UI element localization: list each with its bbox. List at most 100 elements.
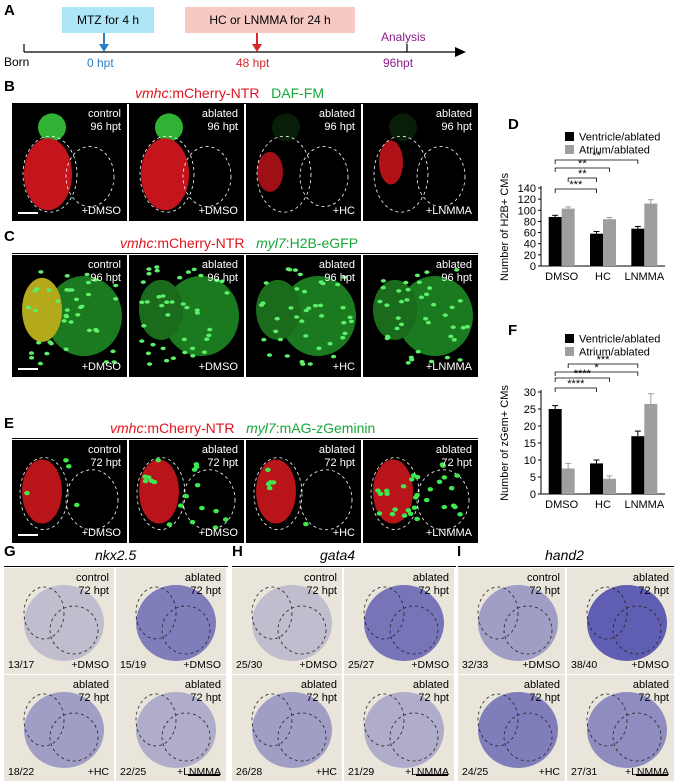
panel-e-rule — [12, 438, 478, 439]
micrograph — [18, 113, 115, 214]
mtz-treatment-box: MTZ for 4 h — [62, 7, 154, 33]
image-condition: ablated 96 hpt — [201, 259, 238, 284]
panel-b-image-2: ablated 96 hpt +DMSO — [129, 104, 244, 221]
ish-ratio: 24/25 — [462, 766, 489, 778]
significance-label: ** — [578, 168, 587, 180]
image-condition: ablated 96 hpt — [435, 259, 472, 284]
panel-h-ish-1: control 72 hpt 25/30 +DMSO — [232, 568, 342, 674]
ish-image — [251, 692, 332, 768]
ish-ratio: 27/31 — [571, 766, 598, 778]
drug-treatment-box: HC or LNMMA for 24 h — [185, 7, 355, 33]
ish-condition: ablated 72 hpt — [632, 679, 669, 704]
panel-i-ish-2: ablated 72 hpt 38/40 +DMSO — [567, 568, 674, 674]
ish-image — [586, 585, 667, 661]
image-treatment: +DMSO — [81, 205, 121, 217]
image-treatment: +LNMMA — [425, 205, 472, 217]
panel-h-rule — [232, 566, 456, 567]
significance-label: **** — [574, 368, 592, 380]
y-tick-label: 20 — [524, 421, 536, 433]
time-0-hpt: 0 hpt — [87, 56, 114, 70]
image-condition: ablated 72 hpt — [435, 444, 472, 469]
significance-label: ** — [592, 150, 601, 162]
y-axis-label: Number of H2B+ CMs — [499, 173, 511, 281]
micrograph — [256, 267, 356, 366]
panel-c-header: vmhc:mCherry-NTR myl7:H2B-eGFP — [120, 235, 359, 251]
significance-bracket — [554, 371, 639, 376]
ish-image — [477, 585, 558, 661]
panel-g-ish-1: control 72 hpt 13/17 +DMSO — [4, 568, 114, 674]
analysis-label: Analysis — [381, 30, 426, 44]
panel-label-h: H — [232, 543, 243, 560]
image-condition: ablated 96 hpt — [318, 259, 355, 284]
ish-image — [363, 692, 448, 776]
legend-label: Atrium/ablated — [579, 347, 650, 359]
y-tick-label: 20 — [524, 250, 536, 262]
ish-image — [135, 692, 220, 776]
ish-condition: ablated 72 hpt — [184, 572, 221, 597]
y-axis-label: Number of zGem+ CMs — [499, 385, 511, 501]
bar-hc-0 — [590, 233, 603, 266]
panel-i-ish-1: control 72 hpt 32/33 +DMSO — [458, 568, 565, 674]
ish-treatment: +HC — [315, 766, 337, 778]
ish-image — [477, 692, 558, 768]
panel-label-f: F — [508, 322, 518, 339]
image-condition: ablated 96 hpt — [201, 108, 238, 133]
x-tick-label: DMSO — [545, 499, 578, 511]
panel-label-d: D — [508, 116, 519, 133]
bar-hc-1 — [603, 478, 616, 494]
bar-dmso-0 — [548, 409, 562, 494]
micrograph — [373, 113, 466, 213]
bar-lnmma-1 — [644, 203, 658, 266]
micrograph — [253, 457, 353, 531]
bar-dmso-0 — [548, 216, 562, 266]
ish-image — [135, 585, 216, 661]
image-condition: ablated 72 hpt — [201, 444, 238, 469]
micrograph — [18, 270, 122, 370]
significance-bracket — [554, 377, 610, 382]
time-96-hpt: 96hpt — [383, 56, 414, 70]
x-tick-label: HC — [595, 499, 611, 511]
y-tick-label: 100 — [518, 205, 536, 217]
panel-g-ish-3: ablated 72 hpt 18/22 +HC — [4, 675, 114, 781]
ish-condition: control 72 hpt — [75, 572, 109, 597]
panel-b-image-1: control 96 hpt +DMSO — [12, 104, 127, 221]
panel-h-ish-4: ablated 72 hpt 21/29 +LNMMA — [344, 675, 454, 781]
ish-treatment: +HC — [87, 766, 109, 778]
x-tick-label: DMSO — [545, 271, 578, 283]
born-label: Born — [4, 55, 30, 69]
bar-dmso-1 — [561, 208, 575, 266]
ish-ratio: 26/28 — [236, 766, 263, 778]
panel-label-b: B — [4, 78, 15, 95]
ish-treatment: +DMSO — [411, 659, 449, 671]
image-treatment: +DMSO — [81, 361, 121, 373]
micrograph — [370, 457, 470, 531]
image-condition: control 96 hpt — [87, 259, 121, 284]
panel-i-gene: hand2 — [545, 547, 584, 563]
ish-ratio: 22/25 — [120, 766, 147, 778]
ish-ratio: 32/33 — [462, 659, 489, 671]
panel-g-gene: nkx2.5 — [95, 547, 137, 563]
legend-label: Ventricle/ablated — [579, 334, 660, 346]
bar-hc-0 — [590, 463, 603, 494]
panel-c-image-4: ablated 96 hpt +LNMMA — [363, 255, 478, 377]
panel-label-a: A — [4, 2, 15, 19]
bar-hc-1 — [603, 219, 616, 266]
image-treatment: +LNMMA — [425, 527, 472, 539]
image-condition: ablated 96 hpt — [435, 108, 472, 133]
significance-bracket — [554, 159, 639, 164]
bar-dmso-1 — [561, 468, 575, 494]
significance-bracket — [567, 363, 639, 368]
micrograph — [139, 265, 239, 366]
ish-image — [586, 692, 668, 776]
panel-h-gene: gata4 — [320, 547, 356, 563]
panel-b-image-3: ablated 96 hpt +HC — [246, 104, 361, 221]
ish-condition: ablated 72 hpt — [632, 572, 669, 597]
bar-lnmma-0 — [631, 436, 645, 494]
ish-treatment: +LNMMA — [404, 766, 449, 778]
ish-treatment: +LNMMA — [176, 766, 221, 778]
panel-e-image-1: control 72 hpt +DMSO — [12, 440, 127, 543]
significance-label: ** — [578, 158, 587, 170]
panel-c-image-2: ablated 96 hpt +DMSO — [129, 255, 244, 377]
image-treatment: +DMSO — [81, 527, 121, 539]
ish-treatment: +LNMMA — [624, 766, 669, 778]
